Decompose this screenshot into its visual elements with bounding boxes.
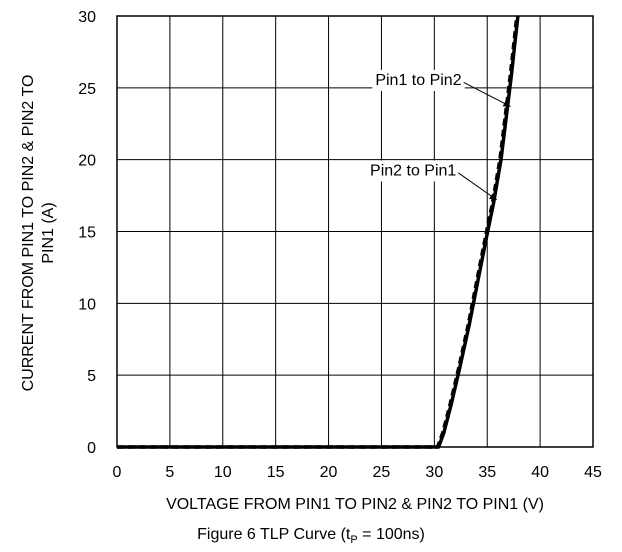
y-tick-label: 25 — [78, 81, 96, 98]
series-group — [117, 15, 520, 449]
y-tick-label: 20 — [78, 153, 96, 170]
annotation-arrowhead — [502, 100, 511, 107]
series-line-2 — [117, 15, 520, 449]
y-tick-label: 10 — [78, 296, 96, 313]
caption-subscript: P — [350, 534, 358, 547]
annotation-arrow — [458, 172, 498, 201]
x-tick-label: 25 — [373, 464, 391, 481]
annotation-arrow — [463, 82, 511, 107]
annotation-label: Pin1 to Pin2 — [375, 72, 461, 89]
x-tick-label: 35 — [478, 464, 496, 481]
annotation-arrowhead — [489, 193, 497, 200]
x-tick-label: 40 — [531, 464, 549, 481]
x-axis-label: VOLTAGE FROM PIN1 TO PIN2 & PIN2 TO PIN1… — [166, 496, 544, 513]
x-tick-label: 45 — [584, 464, 602, 481]
y-tick-label: 30 — [78, 9, 96, 26]
annotation-label: Pin2 to Pin1 — [370, 162, 456, 179]
y-tick-label: 15 — [78, 225, 96, 242]
annotation-bg — [372, 69, 465, 91]
x-tick-label: 10 — [214, 464, 232, 481]
caption-suffix: = 100ns) — [357, 526, 425, 543]
y-tick-labels: 0 5 10 15 20 25 30 — [78, 9, 96, 457]
x-tick-label: 15 — [267, 464, 285, 481]
annotation-bg — [367, 160, 460, 182]
caption-prefix: Figure 6 TLP Curve (t — [197, 526, 351, 543]
y-axis-label-line2: PIN1 (A) — [40, 202, 57, 263]
grid-lines — [117, 16, 593, 447]
x-tick-label: 0 — [113, 464, 122, 481]
x-tick-label: 5 — [165, 464, 174, 481]
x-tick-label: 30 — [425, 464, 443, 481]
y-tick-label: 0 — [87, 440, 96, 457]
x-tick-label: 20 — [320, 464, 338, 481]
figure-caption: Figure 6 TLP Curve (tP = 100ns) — [0, 526, 622, 546]
annotations: Pin1 to Pin2 Pin2 to Pin1 — [367, 69, 511, 201]
x-tick-labels: 0 5 10 15 20 25 30 35 40 45 — [113, 464, 602, 481]
y-tick-label: 5 — [87, 368, 96, 385]
y-axis-label-line1: CURRENT FROM PIN1 TO PIN2 & PIN2 TO — [20, 75, 37, 392]
